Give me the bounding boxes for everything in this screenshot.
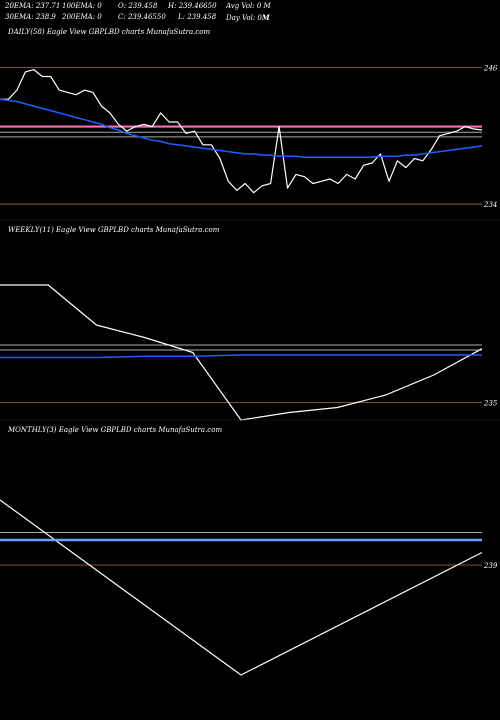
daily-y-tick-label-1: 234 xyxy=(483,201,497,209)
daily-y-tick-label-0: 246 xyxy=(483,64,498,72)
header-close: C: 239.46550 xyxy=(118,13,166,21)
header-day-vol-unit: M xyxy=(261,13,270,22)
header-avg-vol: Avg Vol: 0 M xyxy=(226,2,271,10)
weekly-ema-line xyxy=(0,354,482,359)
daily-ema-line xyxy=(0,98,483,159)
weekly-price-line xyxy=(0,284,483,421)
monthly-price-line xyxy=(0,499,483,676)
monthly-panel-title: MONTHLY(3) Eagle View GBPLBD charts Muna… xyxy=(8,426,223,434)
header-day-vol: Day Vol: 0M xyxy=(226,13,270,22)
header-ema200: 200EMA: 0 xyxy=(62,13,102,21)
header-low: L: 239.458 xyxy=(178,13,217,21)
header-ema30: 30EMA: 238.9 xyxy=(5,13,56,21)
weekly-y-tick-label-0: 235 xyxy=(483,400,498,408)
header-high: H: 239.46650 xyxy=(168,2,217,10)
header-ema100: 100EMA: 0 xyxy=(62,2,102,10)
header-ema20: 20EMA: 237.71 xyxy=(5,2,61,10)
monthly-y-tick-label-0: 239 xyxy=(483,562,498,570)
header-open: O: 239.458 xyxy=(118,2,158,10)
weekly-panel-title: WEEKLY(11) Eagle View GBPLBD charts Muna… xyxy=(8,226,220,234)
daily-panel-title: DAILY(58) Eagle View GBPLBD charts Munaf… xyxy=(8,28,211,36)
header-day-vol-value: Day Vol: 0 xyxy=(226,14,262,22)
daily-price-line xyxy=(0,68,483,194)
